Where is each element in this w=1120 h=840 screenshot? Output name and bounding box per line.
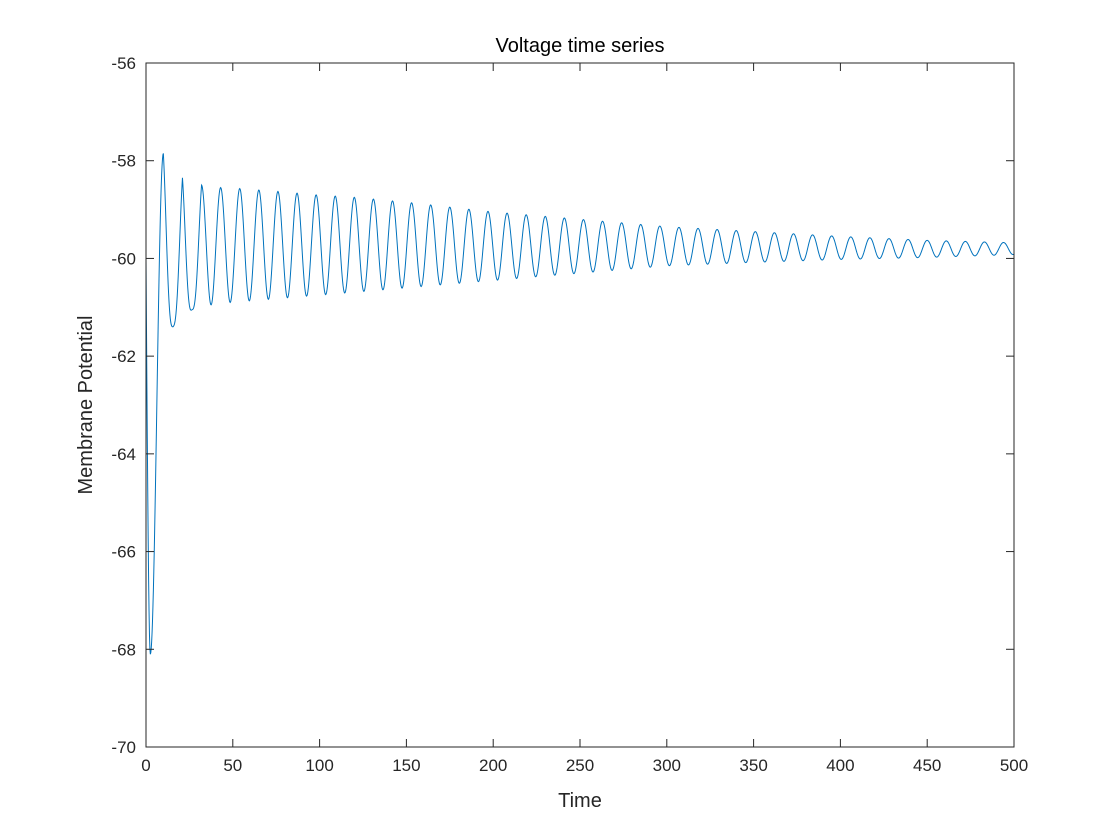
x-axis: 0 50 100 150 200 250 300 350 400 450 500 <box>141 63 1028 775</box>
x-tick-label: 350 <box>739 756 767 775</box>
y-tick-label: -68 <box>111 640 136 659</box>
x-tick-label: 250 <box>566 756 594 775</box>
x-axis-label: Time <box>558 790 602 812</box>
x-tick-label: 300 <box>653 756 681 775</box>
series-layer <box>145 153 1015 655</box>
x-tick-label: 0 <box>141 756 150 775</box>
x-tick-label: 150 <box>392 756 420 775</box>
voltage-series-line <box>145 153 1015 655</box>
y-tick-label: -64 <box>111 445 136 464</box>
y-tick-label: -66 <box>111 543 136 562</box>
x-tick-label: 500 <box>1000 756 1028 775</box>
chart-title: Voltage time series <box>496 35 665 57</box>
x-tick-label: 450 <box>913 756 941 775</box>
y-tick-label: -56 <box>111 54 136 73</box>
y-tick-label: -60 <box>111 249 136 268</box>
y-axis-label: Membrane Potential <box>75 316 97 495</box>
y-tick-label: -62 <box>111 347 136 366</box>
x-tick-label: 100 <box>305 756 333 775</box>
x-tick-label: 200 <box>479 756 507 775</box>
y-axis: -70 -68 -66 -64 -62 -60 -58 -56 <box>111 54 1014 757</box>
x-tick-label: 50 <box>223 756 242 775</box>
y-tick-label: -58 <box>111 152 136 171</box>
x-tick-label: 400 <box>826 756 854 775</box>
plot-background <box>146 63 1014 747</box>
y-tick-label: -70 <box>111 738 136 757</box>
